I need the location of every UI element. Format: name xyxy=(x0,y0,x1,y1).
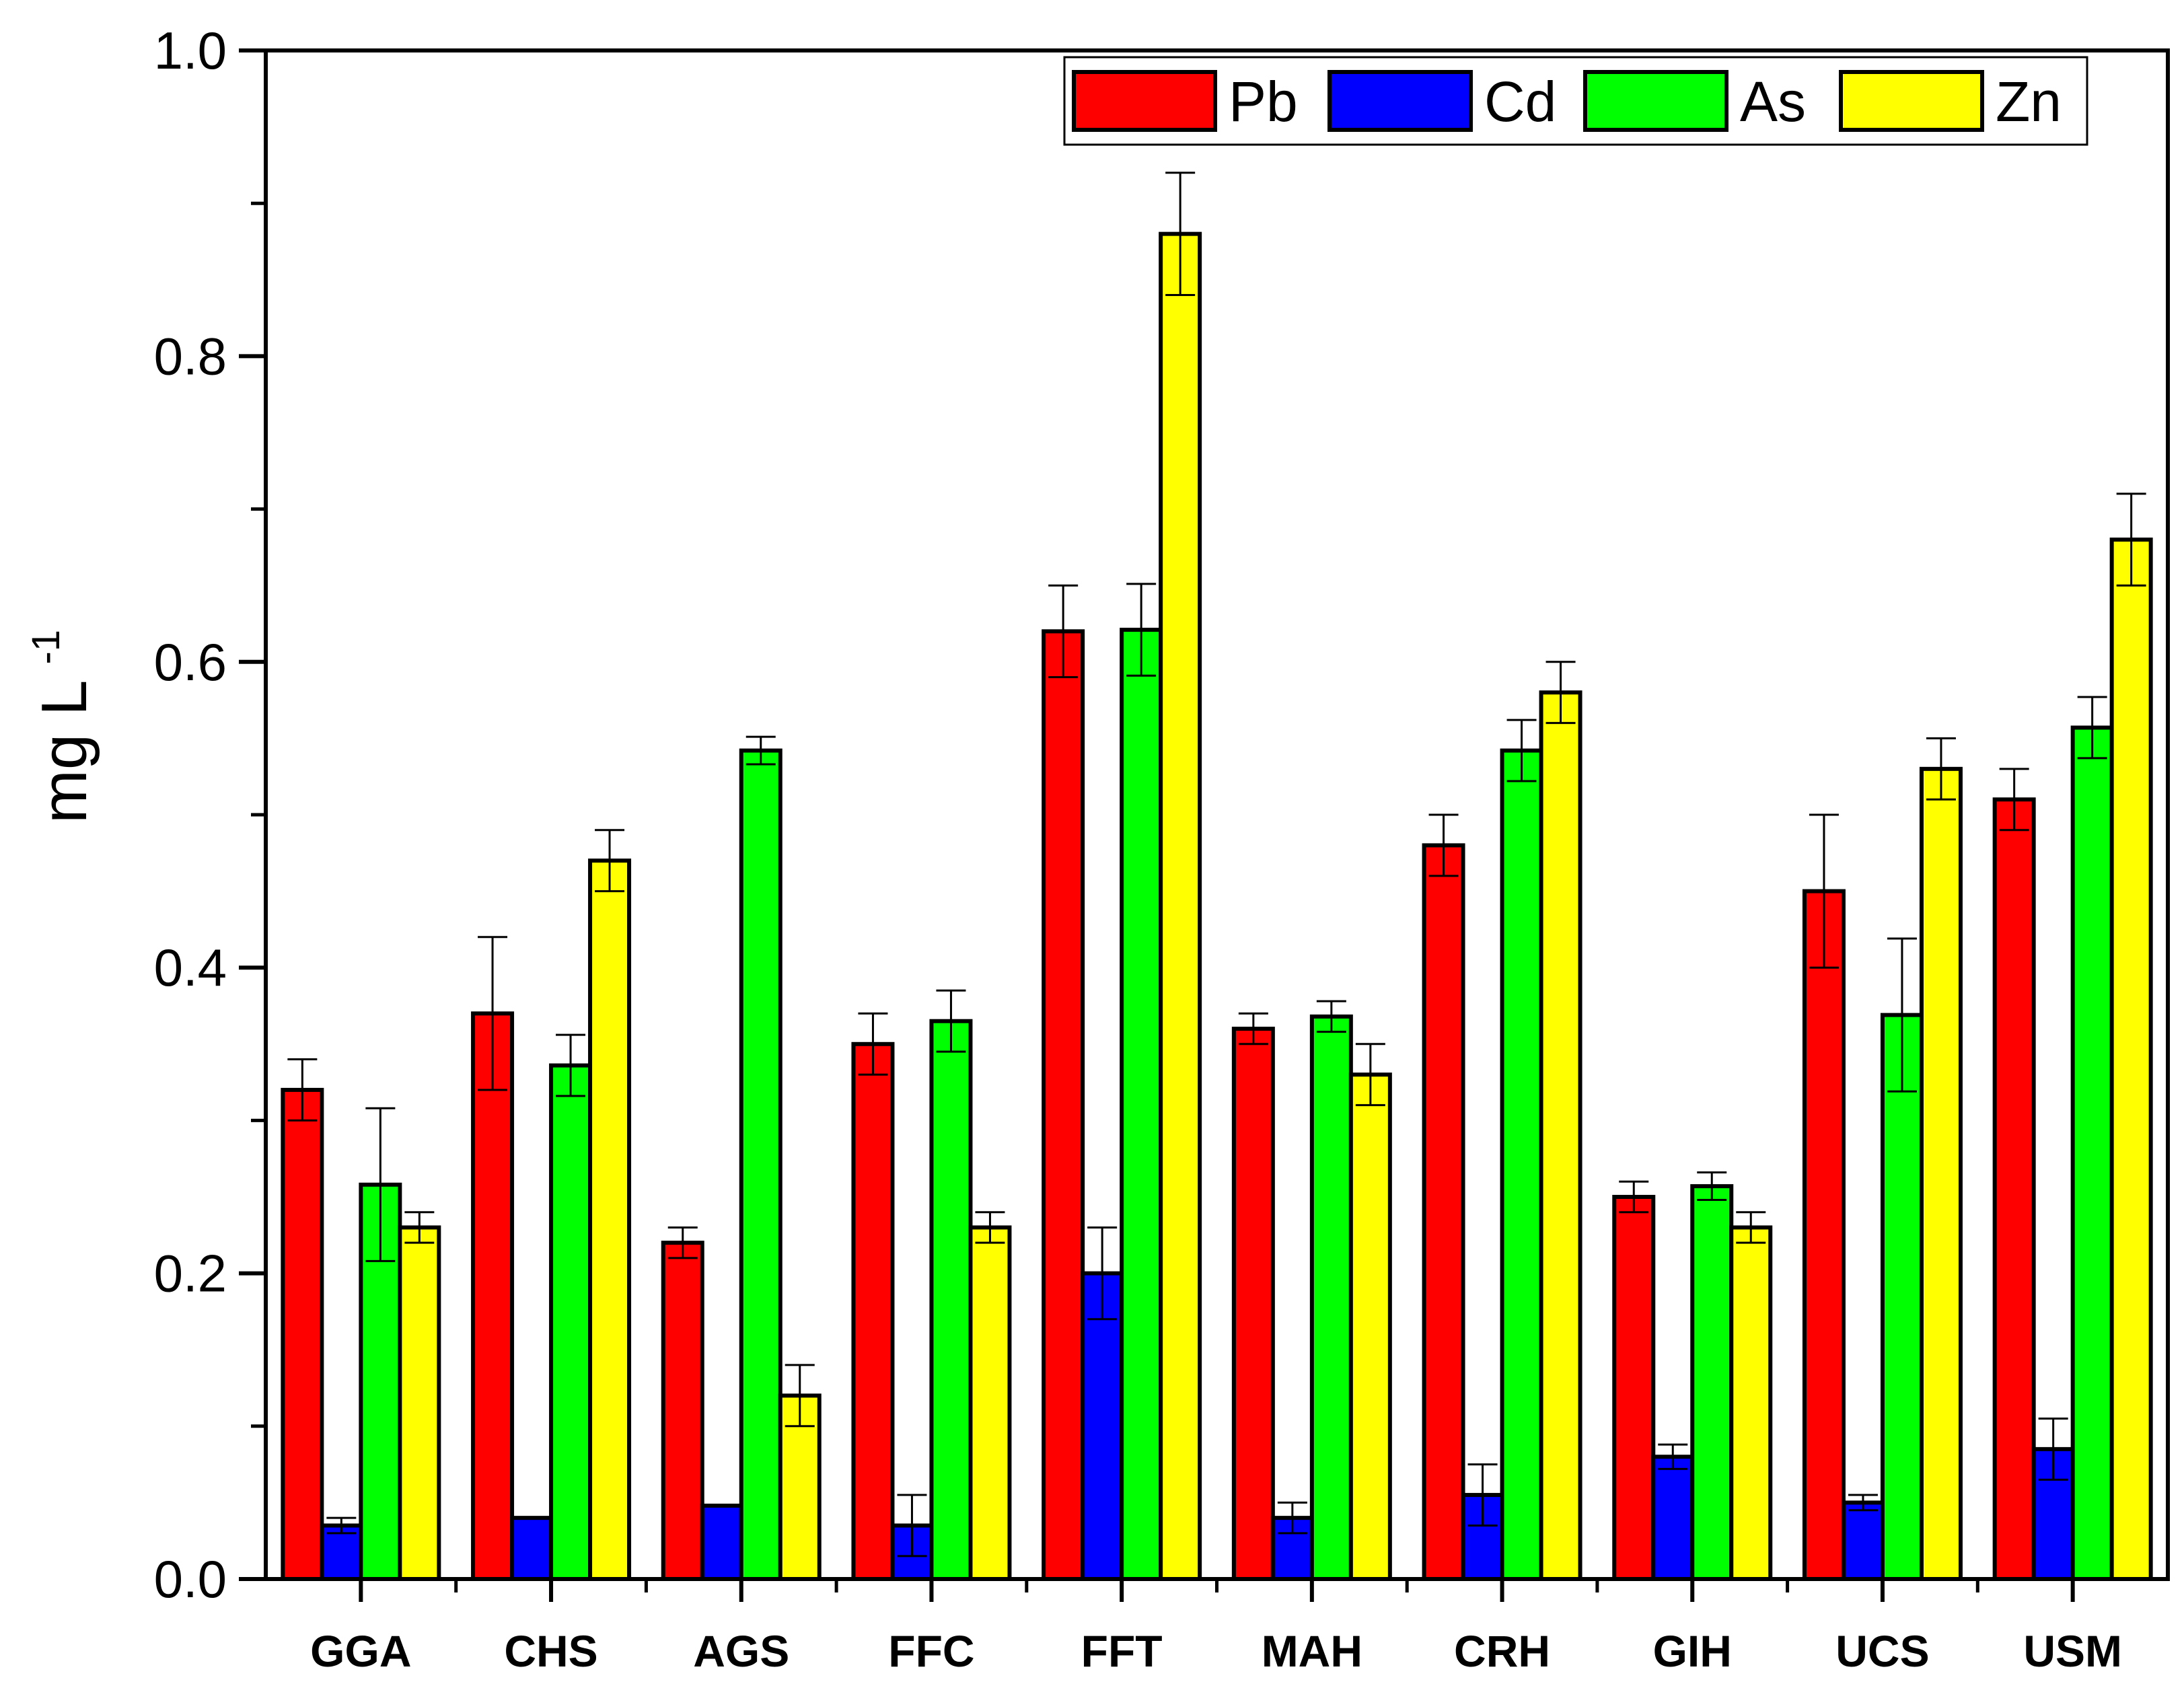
bar-pb-mah xyxy=(1231,1027,1275,1581)
bar-cd-chs xyxy=(510,1516,554,1582)
legend-label-pb: Pb xyxy=(1229,70,1298,133)
bar-as-gih xyxy=(1690,1184,1734,1581)
legend-swatch-pb xyxy=(1072,70,1217,132)
x-tick-label: FFC xyxy=(888,1626,974,1676)
bar-as-fft xyxy=(1120,628,1163,1581)
bar-pb-crh xyxy=(1422,843,1465,1581)
y-tick-label: 1.0 xyxy=(154,21,227,80)
bar-as-ucs xyxy=(1880,1013,1924,1581)
y-axis-title-superscript: -1 xyxy=(24,630,68,665)
x-tick-label: GGA xyxy=(310,1626,411,1676)
legend-label-cd: Cd xyxy=(1484,70,1556,133)
x-tick-label: UCS xyxy=(1835,1626,1929,1676)
bar-zn-gih xyxy=(1729,1225,1773,1581)
bar-cd-ucs xyxy=(1841,1500,1885,1581)
bar-zn-chs xyxy=(588,858,632,1581)
x-tick-label: FFT xyxy=(1081,1626,1163,1676)
bar-zn-mah xyxy=(1348,1072,1392,1581)
legend-label-zn: Zn xyxy=(1996,70,2062,133)
y-axis-title: mg L -1 xyxy=(24,630,100,823)
bar-as-chs xyxy=(549,1063,593,1582)
bar-as-ffc xyxy=(929,1019,973,1581)
bar-zn-crh xyxy=(1539,690,1582,1581)
x-tick-label: GIH xyxy=(1653,1626,1732,1676)
x-tick-label: CRH xyxy=(1454,1626,1550,1676)
bar-cd-ags xyxy=(700,1503,743,1582)
bars-layer xyxy=(281,231,2153,1582)
bar-pb-chs xyxy=(471,1011,515,1581)
legend-swatch-cd xyxy=(1327,70,1473,132)
y-axis-title-main: mg L xyxy=(28,682,100,823)
x-tick-label: CHS xyxy=(504,1626,597,1676)
legend: Pb Cd As Zn xyxy=(1063,56,2088,146)
x-tick-label: MAH xyxy=(1262,1626,1362,1676)
bar-zn-usm xyxy=(2109,538,2153,1581)
x-tick-label: USM xyxy=(2023,1626,2122,1676)
bar-cd-gih xyxy=(1651,1455,1695,1581)
y-tick-label: 0.6 xyxy=(154,632,227,692)
bar-zn-ffc xyxy=(968,1225,1012,1581)
legend-label-as: As xyxy=(1740,70,1806,133)
y-tick-label: 0.4 xyxy=(154,938,227,997)
y-tick-label: 0.8 xyxy=(154,326,227,386)
bar-pb-usm xyxy=(1992,797,2036,1581)
bar-pb-gga xyxy=(281,1087,324,1581)
error-bars-layer xyxy=(287,172,2146,1557)
legend-swatch-zn xyxy=(1839,70,1984,132)
bar-as-crh xyxy=(1500,748,1543,1581)
bar-pb-ucs xyxy=(1802,889,1846,1581)
bar-pb-fft xyxy=(1042,629,1085,1581)
y-tick-label: 0.0 xyxy=(154,1549,227,1609)
y-tick-label: 0.2 xyxy=(154,1244,227,1303)
bar-zn-gga xyxy=(398,1225,441,1581)
y-axis-title-text: mg L -1 xyxy=(24,630,100,823)
bar-zn-ucs xyxy=(1919,766,1963,1581)
bar-as-mah xyxy=(1309,1014,1353,1582)
bar-pb-ags xyxy=(661,1241,704,1582)
bar-pb-ffc xyxy=(851,1041,895,1582)
bar-cd-fft xyxy=(1081,1271,1124,1581)
x-tick-label: AGS xyxy=(693,1626,789,1676)
axes-layer: 0.0 0.2 0.4 0.6 0.8 1.0 GGA CHS AGS FFC FFT MAH CRH G… xyxy=(154,21,2170,1676)
bar-as-usm xyxy=(2070,725,2114,1581)
bar-as-ags xyxy=(739,748,782,1581)
bar-zn-fft xyxy=(1159,231,1202,1581)
legend-swatch-as xyxy=(1583,70,1728,132)
bar-pb-gih xyxy=(1612,1195,1656,1581)
